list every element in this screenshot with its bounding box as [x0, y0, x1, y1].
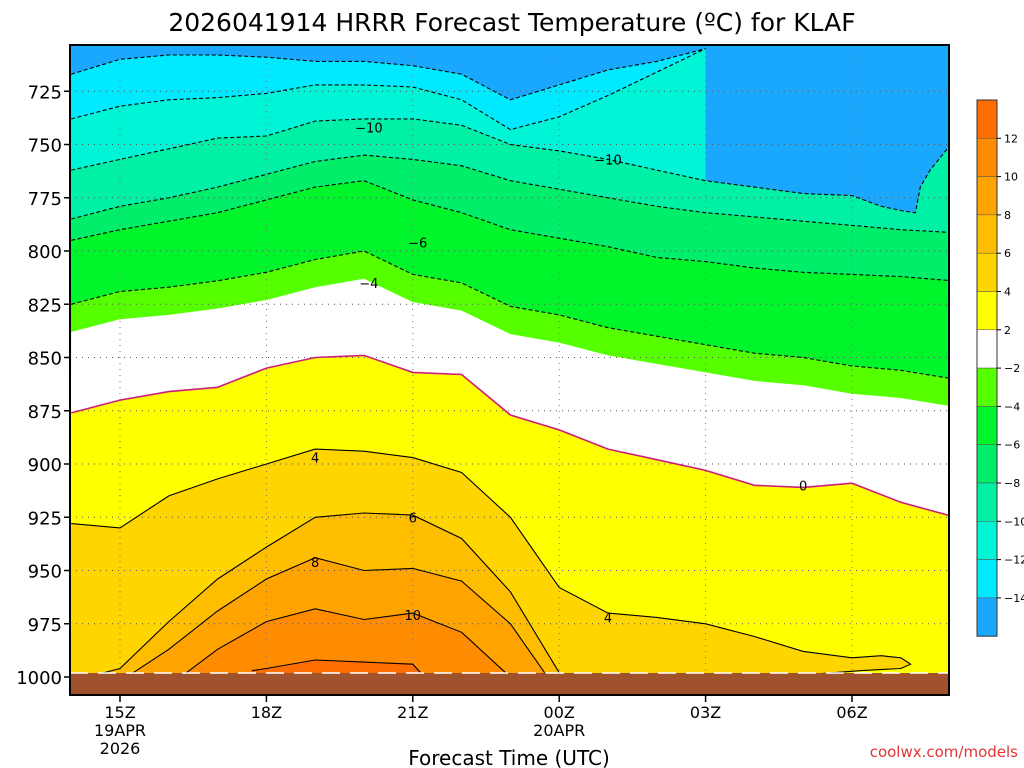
colorbar: 12 10 8 6 4 2 −2 −4 −6 −8 −10 −12 −14	[976, 99, 1024, 637]
isotherm-label-9: 4	[604, 611, 612, 626]
colorbar-label-2: 8	[1004, 209, 1011, 222]
colorbar-label-10: −10	[1004, 515, 1024, 528]
colorbar-swatch--6to-4	[976, 406, 998, 445]
ground-fill	[70, 673, 949, 695]
x-axis-label: Forecast Time (UTC)	[408, 746, 610, 768]
credit-text: coolwx.com/models	[870, 743, 1018, 761]
colorbar-label-5: 2	[1004, 324, 1011, 337]
isotherm-label-2: −6	[408, 236, 427, 251]
y-tick-label-775: 775	[28, 189, 62, 210]
colorbar-swatch--12to-10	[976, 521, 998, 560]
isotherm--14	[71, 48, 706, 101]
colorbar-label-4: 4	[1004, 286, 1011, 299]
colorbar-label-11: −12	[1004, 554, 1024, 567]
isotherm-label-7: 8	[311, 556, 319, 571]
isotherm-10	[183, 608, 506, 676]
isotherm--12	[71, 48, 706, 131]
y-tick-label-875: 875	[28, 402, 62, 423]
y-tick-label-1000: 1000	[16, 668, 62, 689]
colorbar-label-1: 10	[1004, 171, 1018, 184]
colorbar-swatch-2to4	[976, 291, 998, 331]
x-tick-label-19APR: 19APR	[94, 721, 146, 740]
isotherm-12	[251, 659, 424, 676]
colorbar-label-0: 12	[1004, 132, 1018, 145]
grid-lines	[70, 45, 949, 695]
colorbar-label-7: −4	[1004, 400, 1020, 413]
colorbar-swatch--2to2	[976, 329, 998, 369]
isotherm-label-3: −4	[359, 277, 378, 292]
y-tick-label-725: 725	[28, 82, 62, 103]
y-tick-label-900: 900	[28, 455, 62, 476]
colorbar-label-12: −14	[1004, 592, 1024, 605]
x-tick-label-18Z: 18Z	[251, 703, 282, 722]
chart-title: 2026041914 HRRR Forecast Temperature (ºC…	[168, 8, 855, 37]
isotherm-6	[95, 512, 560, 676]
isotherm-label-4: 0	[799, 479, 807, 494]
isotherm-8	[129, 557, 546, 676]
isotherm--8	[71, 154, 949, 233]
colorbar-swatch-10to12	[976, 138, 998, 177]
colorbar-swatch--16to-14	[976, 597, 998, 637]
x-tick-label-06Z: 06Z	[836, 703, 867, 722]
isotherm-label-0: −10	[355, 121, 382, 136]
y-tick-label-750: 750	[28, 136, 62, 157]
isotherm--10	[71, 118, 949, 214]
isotherm--4	[71, 250, 949, 379]
x-tick-label-00Z: 00Z	[544, 703, 575, 722]
x-tick-label-15Z: 15Z	[104, 703, 135, 722]
y-tick-label-975: 975	[28, 615, 62, 636]
colorbar-swatch--4to-2	[976, 367, 998, 407]
y-tick-label-950: 950	[28, 562, 62, 583]
x-tick-label-21Z: 21Z	[397, 703, 428, 722]
colorbar-label-9: −8	[1004, 477, 1020, 490]
colorbar-swatch--10to-8	[976, 482, 998, 522]
y-tick-label-850: 850	[28, 349, 62, 370]
colorbar-swatch-8to10	[976, 176, 998, 216]
isotherm-label-5: 4	[311, 452, 319, 467]
colorbar-swatch-12to14	[976, 99, 998, 139]
isotherm-label-6: 6	[409, 511, 417, 526]
isotherm-label-1: −10	[594, 153, 621, 168]
colorbar-swatch-6to8	[976, 214, 998, 254]
plot-frame	[69, 44, 950, 696]
colorbar-label-3: 6	[1004, 247, 1011, 260]
colorbar-swatch--14to-12	[976, 559, 998, 599]
temperature-fill-bands	[70, 45, 949, 695]
x-tick-label-2026: 2026	[100, 739, 141, 758]
x-tick-label-20APR: 20APR	[533, 721, 585, 740]
colorbar-label-8: −6	[1004, 439, 1020, 452]
pressure-axis: 725 750 775 800 825 850 875 900 925 950 975 1000	[16, 82, 70, 689]
isotherm-0	[70, 354, 949, 517]
y-tick-label-800: 800	[28, 242, 62, 263]
colorbar-swatch-4to6	[976, 252, 998, 292]
colorbar-swatch--8to-6	[976, 444, 998, 484]
y-tick-label-925: 925	[28, 508, 62, 529]
isotherm--6	[71, 180, 949, 282]
x-tick-label-03Z: 03Z	[690, 703, 721, 722]
isotherm-label-8: 10	[405, 609, 422, 624]
colorbar-label-6: −2	[1004, 362, 1020, 375]
y-tick-label-825: 825	[28, 295, 62, 316]
ground-below-surface	[70, 672, 949, 695]
isotherm-labels: −10 −10 −6 −4 0 4 6 8 10 4	[311, 121, 807, 626]
